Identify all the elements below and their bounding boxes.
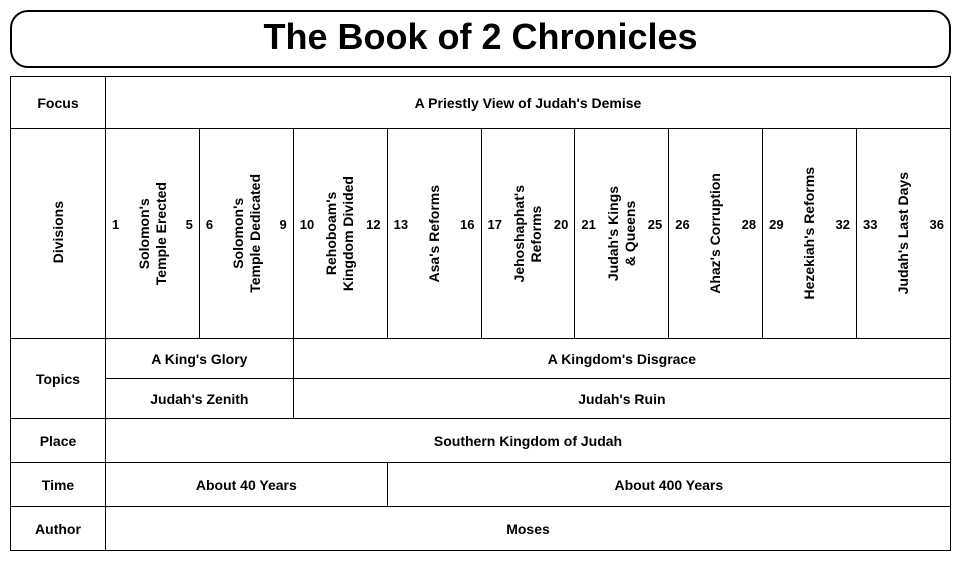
division-end-4: 20: [554, 217, 568, 232]
division-end-8: 36: [930, 217, 944, 232]
division-label-6: Ahaz's Corruption: [707, 173, 724, 294]
focus-value: A Priestly View of Judah's Demise: [106, 77, 951, 129]
division-label-1: Solomon's Temple Dedicated: [230, 174, 264, 293]
division-end-5: 25: [648, 217, 662, 232]
division-cell-8: Judah's Last Days 33 36: [857, 129, 951, 339]
topics-b-left: Judah's Zenith: [106, 379, 294, 419]
title-container: The Book of 2 Chronicles: [10, 10, 951, 68]
page-title: The Book of 2 Chronicles: [263, 16, 697, 57]
division-end-0: 5: [186, 217, 193, 232]
division-label-4: Jehoshaphat's Reforms: [511, 185, 545, 282]
division-cell-2: Rehoboam's Kingdom Divided 10 12: [293, 129, 387, 339]
label-time: Time: [11, 463, 106, 507]
division-label-8: Judah's Last Days: [895, 172, 912, 294]
division-cell-6: Ahaz's Corruption 26 28: [669, 129, 763, 339]
time-right: About 400 Years: [387, 463, 950, 507]
division-label-2: Rehoboam's Kingdom Divided: [323, 176, 357, 291]
division-cell-1: Solomon's Temple Dedicated 6 9: [199, 129, 293, 339]
division-start-2: 10: [300, 217, 314, 232]
division-end-2: 12: [366, 217, 380, 232]
label-focus: Focus: [11, 77, 106, 129]
division-label-7: Hezekiah's Reforms: [801, 167, 818, 300]
place-value: Southern Kingdom of Judah: [106, 419, 951, 463]
label-author: Author: [11, 507, 106, 551]
division-cell-0: Solomon's Temple Erected 1 5: [106, 129, 200, 339]
label-topics: Topics: [11, 339, 106, 419]
division-end-7: 32: [836, 217, 850, 232]
division-start-7: 29: [769, 217, 783, 232]
division-end-3: 16: [460, 217, 474, 232]
division-label-0: Solomon's Temple Erected: [136, 182, 170, 285]
topics-a-left: A King's Glory: [106, 339, 294, 379]
division-start-8: 33: [863, 217, 877, 232]
division-start-4: 17: [488, 217, 502, 232]
topics-b-right: Judah's Ruin: [293, 379, 950, 419]
outline-table: Focus A Priestly View of Judah's Demise …: [10, 76, 951, 551]
label-divisions-text: Divisions: [50, 201, 66, 263]
author-value: Moses: [106, 507, 951, 551]
division-cell-7: Hezekiah's Reforms 29 32: [763, 129, 857, 339]
division-cell-4: Jehoshaphat's Reforms 17 20: [481, 129, 575, 339]
division-start-3: 13: [394, 217, 408, 232]
division-label-5: Judah's Kings & Queens: [605, 186, 639, 281]
division-start-0: 1: [112, 217, 119, 232]
division-end-1: 9: [280, 217, 287, 232]
division-start-6: 26: [675, 217, 689, 232]
division-cell-3: Asa's Reforms 13 16: [387, 129, 481, 339]
label-divisions: Divisions: [11, 129, 106, 339]
division-end-6: 28: [742, 217, 756, 232]
division-start-1: 6: [206, 217, 213, 232]
division-cell-5: Judah's Kings & Queens 21 25: [575, 129, 669, 339]
label-place: Place: [11, 419, 106, 463]
division-start-5: 21: [581, 217, 595, 232]
topics-a-right: A Kingdom's Disgrace: [293, 339, 950, 379]
time-left: About 40 Years: [106, 463, 388, 507]
division-label-3: Asa's Reforms: [426, 185, 443, 282]
